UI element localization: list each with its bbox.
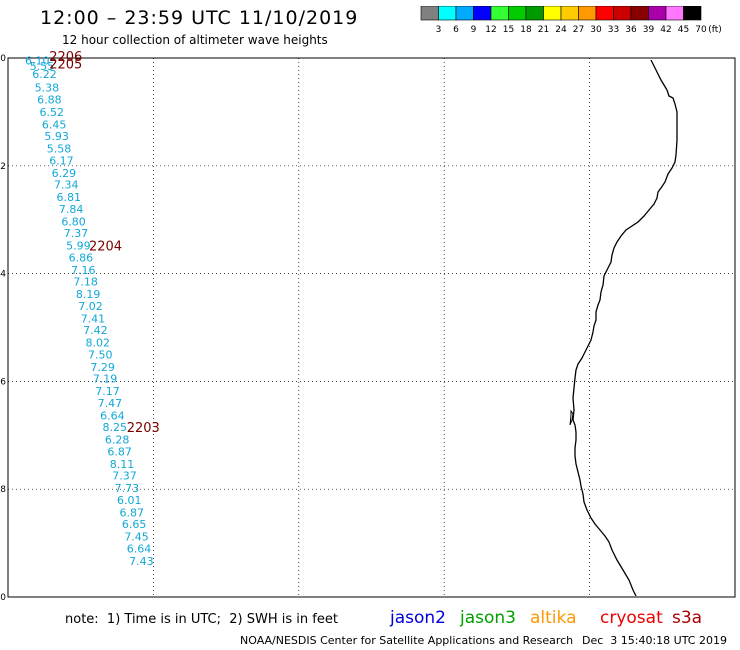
colorbar-label: 70: [695, 25, 707, 35]
pass-time-label: 2205: [49, 57, 82, 72]
legend-altika: altika: [530, 608, 577, 628]
wave-height-value: 6.17: [49, 154, 74, 167]
wave-height-value: 6.28: [105, 434, 130, 447]
colorbar-label: 9: [471, 25, 477, 35]
wave-height-value: 8.11: [110, 458, 135, 471]
colorbar-label: 30: [590, 25, 602, 35]
wave-height-value: 7.37: [64, 227, 88, 240]
legend-jason2: jason2: [390, 608, 446, 628]
wave-height-value: 5.99: [66, 240, 91, 253]
wave-height-value: 7.73: [115, 482, 140, 495]
colorbar-label: 45: [678, 25, 689, 35]
wave-height-value: 7.17: [95, 385, 120, 398]
wave-height-value: 6.01: [117, 494, 142, 507]
colorbar-label: 42: [660, 25, 671, 35]
wave-height-value: 8.25: [103, 421, 128, 434]
wave-height-value: 5.58: [47, 143, 71, 156]
colorbar-label: 27: [573, 25, 584, 35]
wave-height-value: 7.45: [124, 531, 149, 544]
observation-values: 6.105.556.225.386.886.526.455.935.586.17…: [25, 55, 154, 568]
latitude-tick-label: -20: [0, 593, 6, 603]
wave-height-value: 5.93: [44, 130, 69, 143]
wave-height-map: 03691215-10-12-14-16-18-20 6.105.556.225…: [0, 50, 736, 603]
coastline: [572, 59, 678, 597]
wave-height-value: 6.80: [61, 215, 86, 228]
pass-time-label: 2204: [89, 240, 122, 255]
wave-height-value: 7.16: [71, 264, 96, 277]
colorbar-label: 3: [436, 25, 442, 35]
wave-height-value: 7.29: [90, 361, 115, 374]
legend-cryosat: cryosat: [600, 608, 663, 628]
colorbar-label: 24: [555, 25, 567, 35]
wave-height-value: 7.19: [93, 373, 118, 386]
wave-height-value: 7.37: [112, 470, 137, 483]
wave-height-value: 6.29: [52, 167, 76, 180]
latitude-tick-label: -12: [0, 162, 6, 172]
wave-height-value: 7.47: [98, 397, 123, 410]
wave-height-value: 7.42: [83, 324, 108, 337]
wave-height-value: 6.64: [100, 409, 125, 422]
latitude-tick-label: -18: [0, 485, 6, 495]
wave-height-value: 8.02: [86, 337, 111, 350]
wave-height-value: 6.10: [25, 55, 50, 68]
wave-height-colorbar: 3 6 9 12 15 18 21 24 27 30 33 36 39 42 45 70 (ft): [420, 6, 722, 35]
pass-time-label: 2203: [127, 421, 160, 436]
wave-height-value: 6.81: [56, 191, 81, 204]
colorbar-swatch: [683, 6, 702, 21]
wave-height-value: 6.22: [32, 68, 57, 81]
latitude-tick-label: -14: [0, 270, 6, 280]
wave-height-value: 6.87: [107, 445, 131, 458]
wave-height-value: 6.87: [119, 506, 143, 519]
pass-time-label: 2206: [49, 50, 82, 65]
map-frame: [7, 57, 736, 598]
island-outline: [569, 409, 574, 426]
colorbar-label: 12: [485, 25, 496, 35]
units-note: note: 1) Time is in UTC; 2) SWH is in fe…: [65, 612, 338, 627]
generated-timestamp: Dec 3 15:40:18 UTC 2019: [582, 634, 727, 647]
wave-height-value: 6.64: [127, 542, 152, 555]
map-gridlines: [8, 58, 735, 597]
wave-height-value: 8.19: [76, 288, 101, 301]
legend-s3a: s3a: [672, 608, 703, 628]
map-title: 12:00 – 23:59 UTC 11/10/2019: [40, 7, 359, 29]
colorbar-label: 33: [608, 25, 619, 35]
colorbar-label: 18: [520, 25, 532, 35]
colorbar-label: 36: [625, 25, 637, 35]
wave-height-value: 7.34: [54, 179, 79, 192]
colorbar-label: 6: [453, 25, 459, 35]
wave-height-value: 6.52: [40, 106, 65, 119]
wave-height-value: 7.50: [88, 348, 113, 361]
colorbar-label: 15: [503, 25, 514, 35]
wave-height-value: 7.84: [59, 203, 84, 216]
latitude-tick-label: -10: [0, 54, 6, 64]
wave-height-value: 5.55: [30, 60, 54, 73]
wave-height-value: 5.38: [35, 82, 60, 95]
colorbar-label: 39: [643, 25, 655, 35]
map-subtitle: 12 hour collection of altimeter wave hei…: [62, 33, 328, 47]
colorbar-label: 21: [538, 25, 549, 35]
wave-height-value: 7.43: [129, 555, 154, 568]
wave-height-value: 6.88: [37, 94, 62, 107]
colorbar-unit: (ft): [708, 25, 722, 35]
wave-height-value: 7.02: [78, 300, 103, 313]
wave-height-value: 7.41: [81, 312, 106, 325]
latitude-tick-label: -16: [0, 377, 6, 387]
wave-height-value: 6.65: [122, 518, 147, 531]
legend-jason3: jason3: [460, 608, 516, 628]
credit-line: NOAA/NESDIS Center for Satellite Applica…: [240, 634, 574, 647]
wave-height-value: 6.45: [42, 118, 67, 131]
wave-height-value: 7.18: [73, 276, 98, 289]
axis-ticks: 03691215-10-12-14-16-18-20: [0, 54, 6, 603]
wave-height-value: 6.86: [69, 251, 94, 264]
